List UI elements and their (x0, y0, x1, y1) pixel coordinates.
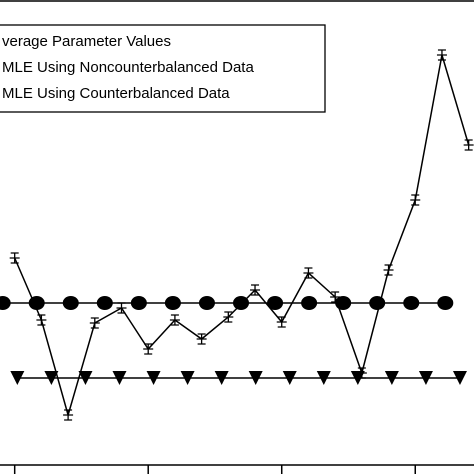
triangle-marker (452, 371, 467, 385)
circle-marker (62, 296, 79, 310)
triangle-marker (112, 371, 127, 385)
triangle-marker (316, 371, 331, 385)
triangle-marker (78, 371, 93, 385)
triangle-marker (350, 371, 365, 385)
circle-marker (301, 296, 318, 310)
error-bar (169, 314, 180, 326)
circle-marker (335, 296, 352, 310)
circle-marker (437, 296, 454, 310)
circle-marker (96, 296, 113, 310)
error-bar (143, 343, 154, 355)
error-bar (223, 311, 234, 323)
error-bar (9, 252, 20, 264)
error-bar (276, 316, 287, 328)
circle-marker (198, 296, 215, 310)
triangle-marker (44, 371, 59, 385)
error-bar (250, 284, 261, 296)
triangle-marker (214, 371, 229, 385)
error-bar (196, 333, 207, 345)
legend-label: MLE Using Noncounterbalanced Data (2, 59, 254, 76)
triangle-marker (180, 371, 195, 385)
error-bar (116, 302, 127, 314)
legend-label: verage Parameter Values (2, 33, 171, 50)
error-bar (63, 409, 74, 421)
circle-marker (0, 296, 11, 310)
triangle-marker (10, 371, 25, 385)
circle-marker (130, 296, 147, 310)
error-bar (383, 264, 394, 276)
error-bar (436, 49, 447, 61)
circle-marker (403, 296, 420, 310)
error-bar (36, 314, 47, 326)
error-bar (89, 317, 100, 329)
triangle-marker (146, 371, 161, 385)
triangle-marker (282, 371, 297, 385)
circle-marker (164, 296, 181, 310)
triangle-marker (384, 371, 399, 385)
error-bar (303, 267, 314, 279)
error-bar (410, 194, 421, 206)
circle-marker (369, 296, 386, 310)
error-bar (463, 139, 474, 151)
circle-marker (267, 296, 284, 310)
circle-marker (233, 296, 250, 310)
circle-marker (28, 296, 45, 310)
legend-label: MLE Using Counterbalanced Data (2, 85, 230, 102)
triangle-marker (418, 371, 433, 385)
error-bar (330, 291, 341, 303)
triangle-marker (248, 371, 263, 385)
legend-box (0, 24, 326, 113)
